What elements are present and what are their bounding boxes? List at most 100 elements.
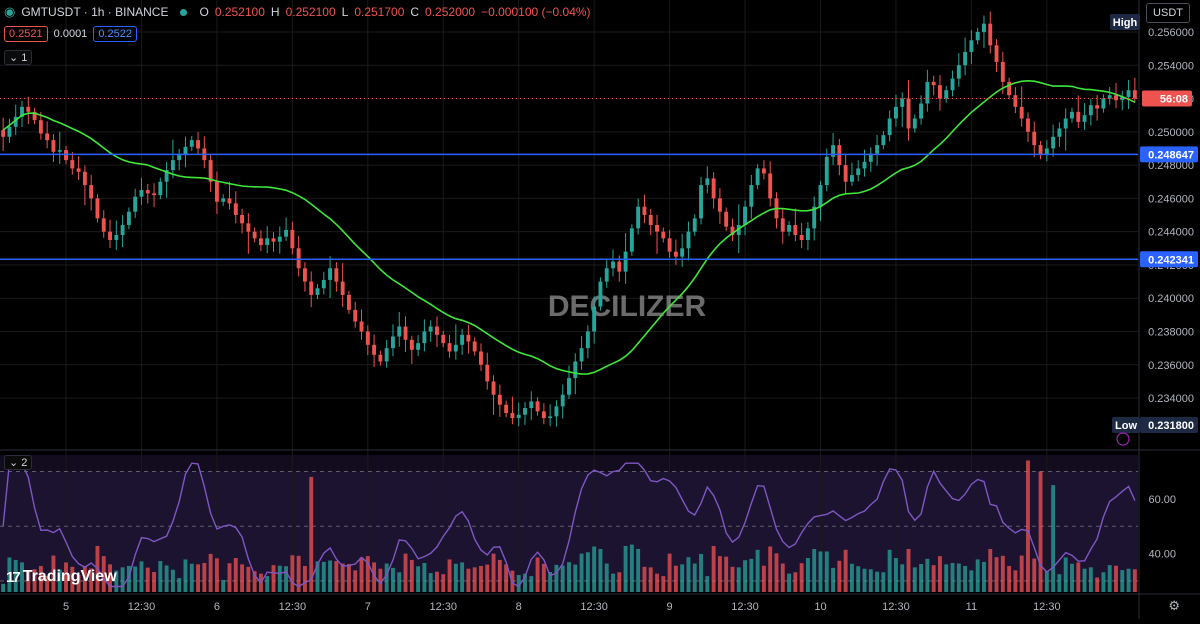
candle (409, 335, 414, 364)
volume-bar (535, 557, 540, 592)
volume-bar (183, 559, 188, 592)
candle-body (1038, 145, 1043, 156)
candle (711, 172, 716, 209)
candle (472, 337, 477, 356)
candle (1, 117, 6, 151)
candle-body (422, 331, 427, 344)
candle (57, 131, 62, 164)
candle-body (749, 185, 754, 207)
candle-body (497, 394, 502, 405)
volume-bar (1070, 563, 1074, 592)
candle-body (579, 348, 584, 362)
pane1-collapse-button[interactable]: ⌄ 1 (4, 50, 33, 65)
candle-body (843, 165, 848, 182)
volume-bar (1120, 570, 1125, 592)
close-value: 0.252000 (425, 5, 476, 19)
candle (768, 161, 773, 207)
candle-body (51, 140, 56, 152)
candle-body (919, 103, 924, 119)
candle (611, 249, 615, 277)
candle (755, 164, 760, 190)
sell-button[interactable]: 0.2521 (4, 26, 48, 42)
candle-body (755, 168, 760, 186)
volume-bar (856, 566, 861, 592)
candle (139, 177, 144, 205)
x-tick-label: 12:30 (128, 601, 156, 613)
candle-body (906, 98, 911, 129)
volume-bar (629, 544, 634, 592)
volume-bar (705, 576, 710, 592)
volume-bar (529, 576, 534, 592)
pane1-label: 1 (21, 52, 28, 64)
volume-bar (284, 566, 289, 592)
volume-bar (1132, 569, 1137, 592)
volume-bar (982, 561, 986, 592)
volume-bar (227, 563, 232, 592)
candle (548, 404, 553, 427)
volume-bar (611, 573, 615, 592)
volume-bar (1019, 555, 1024, 592)
candle-body (1126, 90, 1131, 97)
candle-body (611, 261, 615, 269)
candle-body (673, 251, 678, 257)
candle-body (793, 225, 798, 235)
candle (271, 232, 276, 252)
spread-value: 0.0001 (53, 28, 88, 40)
volume-bar (1063, 557, 1068, 592)
candle (277, 226, 282, 254)
candle-body (1026, 118, 1030, 132)
settings-gear-icon[interactable]: ⚙ (1168, 598, 1180, 613)
candle-body (1007, 81, 1012, 96)
volume-bar (893, 558, 898, 592)
candle (567, 365, 571, 399)
volume-bar (214, 558, 219, 592)
candle-body (170, 160, 175, 171)
candle (152, 183, 156, 208)
candle-body (875, 145, 880, 154)
candle-body (812, 206, 817, 229)
candle (516, 402, 521, 427)
candle (560, 384, 565, 419)
volume-bar (126, 565, 131, 592)
candle (730, 218, 735, 242)
candle (793, 208, 798, 242)
watermark: DECILIZER (548, 290, 707, 323)
candle-body (315, 288, 320, 295)
candle-body (164, 170, 169, 182)
volume-bar (296, 555, 301, 592)
volume-bar (240, 564, 245, 592)
candle (592, 296, 597, 344)
low-value-bg (1140, 417, 1198, 433)
symbol-header: ◉ GMTUSDT · 1h · BINANCE O 0.252100 H 0.25… (4, 4, 591, 20)
candle-body (541, 411, 546, 419)
volume-bar (82, 565, 87, 592)
volume-bar (472, 567, 477, 592)
buy-button[interactable]: 0.2522 (93, 26, 137, 42)
candle (315, 284, 320, 300)
candle (818, 180, 823, 221)
currency-selector[interactable]: USDT (1146, 3, 1190, 23)
symbol-logo-icon: ◉ (4, 4, 16, 19)
volume-bar (1088, 567, 1093, 592)
pane2-collapse-button[interactable]: ⌄ 2 (4, 455, 33, 470)
candle (1120, 90, 1125, 111)
candle (699, 176, 703, 225)
candle-body (240, 215, 245, 224)
candle (956, 53, 961, 87)
candle-body (189, 140, 194, 147)
tradingview-logo-icon: 17 (6, 568, 21, 586)
candle-body (623, 251, 628, 272)
volume-bar (724, 556, 729, 592)
symbol-title[interactable]: GMTUSDT · 1h · BINANCE (21, 5, 169, 19)
candle-body (183, 146, 188, 156)
volume-bar (170, 569, 175, 592)
volume-bar (975, 559, 980, 592)
candle-body (1088, 105, 1093, 116)
candle (1044, 140, 1049, 162)
volume-bar (988, 548, 993, 592)
volume-bar (680, 564, 685, 592)
candle (365, 325, 370, 355)
candle (554, 400, 559, 427)
